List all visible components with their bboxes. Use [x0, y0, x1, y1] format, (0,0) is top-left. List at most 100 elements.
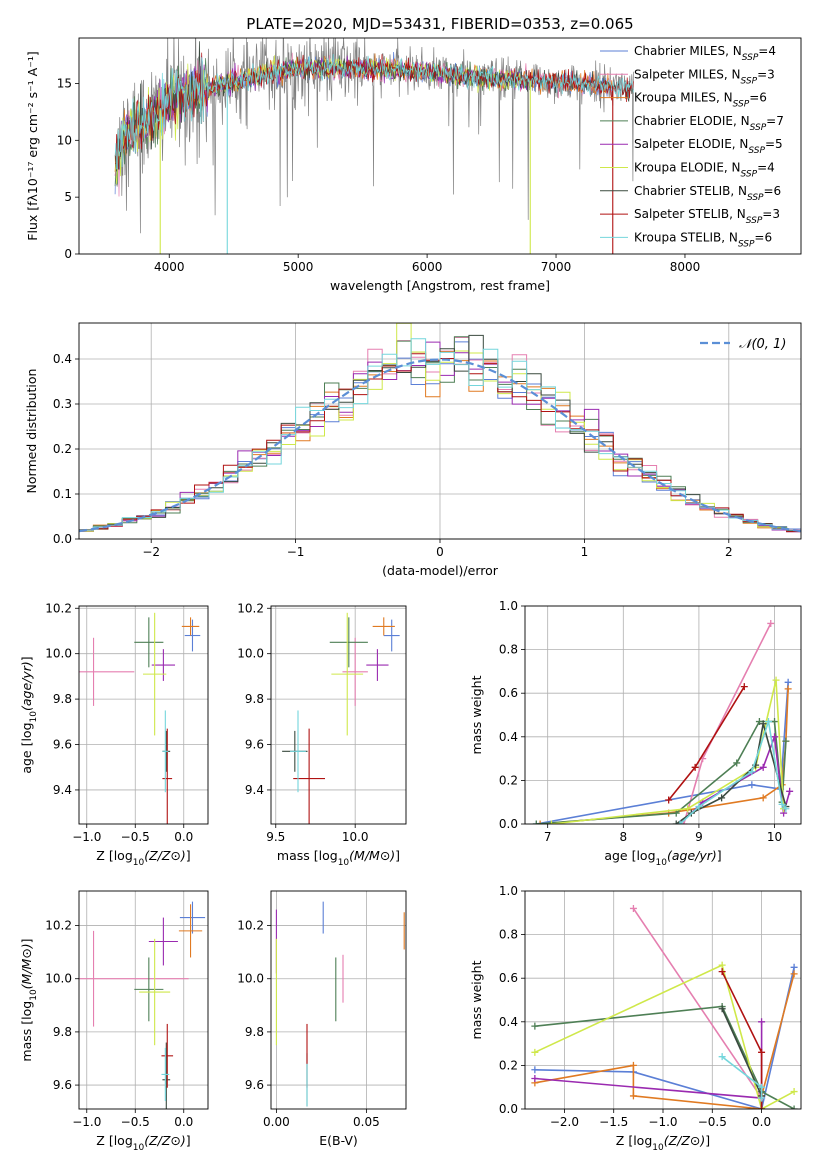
panel-age_vs_mass: 9.5 10.0 9.4 9.6 9.8 10.0 10.2 mass [log10(M/M⊙…	[237, 601, 407, 868]
x-tick-label: 0.00	[263, 1115, 290, 1129]
weight-marker	[740, 683, 748, 691]
legend-label-salpeter-stelib: Salpeter STELIB, NSSP=3	[634, 207, 780, 226]
errorbar-kroupa-miles	[181, 617, 200, 636]
weight-marker	[684, 805, 692, 813]
y-tick-label: 0.2	[499, 773, 518, 787]
x-tick-label: 0.0	[174, 830, 193, 844]
y-tick-label: 9.8	[53, 692, 72, 706]
weight-marker	[531, 1022, 539, 1030]
weight-marker	[531, 1066, 539, 1074]
weight-marker	[778, 800, 786, 808]
weight-marker	[784, 678, 792, 686]
y-tick-label: 0.8	[499, 928, 518, 942]
weight-series-chabrier-miles	[532, 678, 792, 824]
errorbar-chabrier-elodie	[134, 617, 164, 668]
y-tick-label: 0.4	[499, 730, 518, 744]
x-tick-label: 7	[544, 830, 552, 844]
weight-marker	[665, 796, 673, 804]
weight-marker	[532, 820, 540, 824]
weight-marker	[758, 1083, 766, 1091]
y-tick-label: 10.2	[45, 919, 72, 933]
weight-series-kroupa-miles	[536, 685, 792, 824]
errorbar-kroupa-stelib	[290, 710, 306, 793]
weight-marker	[691, 763, 699, 771]
weight-marker	[759, 763, 767, 771]
x-tick-label: 6000	[412, 260, 443, 274]
weight-marker	[759, 720, 767, 728]
weight-marker	[786, 787, 794, 795]
legend-label-salpeter-elodie: Salpeter ELODIE, NSSP=5	[634, 137, 783, 156]
y-tick-label: 9.8	[245, 1025, 264, 1039]
weight-marker	[758, 1105, 766, 1109]
weight-marker	[755, 718, 763, 726]
weight-marker	[790, 970, 798, 978]
weight-marker	[718, 1053, 726, 1061]
y-tick-label: 0.2	[499, 1058, 518, 1072]
y-tick-label: 0	[64, 247, 72, 261]
weight-marker	[758, 1094, 766, 1102]
weight-marker	[771, 718, 779, 726]
y-tick-label: 9.6	[53, 1078, 72, 1092]
x-tick-label: −0.5	[121, 1115, 150, 1129]
weight-marker	[718, 1005, 726, 1013]
y-tick-label: 9.4	[245, 783, 264, 797]
panel-weight_vs_Z: −2.0 −1.5 −1.0 −0.5 0.0 0.0 0.2 0.4 0.6 0.8 1.0 Z […	[469, 884, 802, 1153]
y-axis-label: mass [log10(M/M⊙)]	[19, 938, 39, 1061]
errorbar-salpeter-miles	[79, 637, 135, 706]
weight-marker	[764, 718, 772, 726]
y-tick-label: 9.4	[53, 783, 72, 797]
weight-series-kroupa-elodie	[547, 676, 788, 824]
y-tick-label: 10	[57, 133, 72, 147]
legend-label-chabrier-elodie: Chabrier ELODIE, NSSP=7	[634, 114, 784, 133]
weight-marker	[629, 1061, 637, 1069]
y-axis-label: age [log10(age/yr)]	[19, 656, 39, 773]
legend-label-kroupa-stelib: Kroupa STELIB, NSSP=6	[634, 230, 772, 249]
legend-label-normal: 𝒩(0, 1)	[739, 337, 786, 352]
panel-weight_vs_age: 7 8 9 10 0.0 0.2 0.4 0.6 0.8 1.0 age [log10(age/yr…	[469, 599, 802, 868]
x-tick-label: 5000	[283, 260, 314, 274]
spectrum-data-line	[114, 38, 634, 234]
weight-series-salpeter-stelib	[665, 683, 748, 804]
y-tick-label: 10.0	[237, 647, 264, 661]
spectrum-legend: Chabrier MILES, NSSP=4 Salpeter MILES, NS…	[600, 44, 784, 249]
x-tick-label: −2	[142, 545, 160, 559]
weight-marker	[759, 794, 767, 802]
weight-marker	[772, 676, 780, 684]
legend-label-salpeter-miles: Salpeter MILES, NSSP=3	[634, 67, 775, 86]
errorbar-chabrier-miles	[184, 619, 201, 652]
x-axis-label: E(B-V)	[319, 1133, 358, 1148]
weight-marker	[758, 1018, 766, 1026]
axes-frame	[78, 890, 209, 1110]
errorbar-salpeter-miles	[79, 930, 189, 1027]
legend-label-chabrier-stelib: Chabrier STELIB, NSSP=6	[634, 184, 781, 203]
weight-marker	[767, 619, 775, 627]
errorbar-salpeter-miles	[342, 637, 368, 706]
x-tick-label: 10.0	[342, 830, 369, 844]
x-tick-label: 1	[581, 545, 589, 559]
axes-frame	[524, 605, 802, 825]
y-tick-label: 0.0	[499, 817, 518, 831]
weight-series-salpeter-elodie	[531, 1018, 766, 1102]
weight-marker	[629, 1092, 637, 1100]
errorbar-chabrier-miles	[383, 619, 400, 652]
axes-frame	[270, 605, 407, 825]
weight-marker	[790, 963, 798, 971]
errorbar-chabrier-elodie	[134, 957, 164, 1022]
x-axis-label: (data-model)/error	[382, 563, 499, 578]
errorbar-kroupa-miles	[372, 617, 395, 636]
y-tick-label: 9.8	[53, 1025, 72, 1039]
errorbar-kroupa-elodie	[143, 612, 167, 736]
errorbar-salpeter-elodie	[148, 917, 178, 966]
x-tick-label: −0.5	[121, 830, 150, 844]
y-tick-label: 0.6	[499, 971, 518, 985]
weight-marker	[771, 733, 779, 741]
figure-title: PLATE=2020, MJD=53431, FIBERID=0353, z=0…	[246, 15, 633, 33]
y-tick-label: 15	[57, 76, 72, 90]
histogram-kroupa-stelib	[79, 338, 801, 531]
panel-mass_vs_Z: −1.0 −0.5 0.0 9.6 9.8 10.0 10.2 Z [log10(Z/Z⊙)]…	[19, 890, 209, 1153]
panel-mass_vs_EBV: 0.00 0.05 9.6 9.8 10.0 10.2 E(B-V)	[237, 890, 407, 1148]
y-tick-label: 0.6	[499, 686, 518, 700]
x-tick-label: −0.5	[698, 1115, 727, 1129]
